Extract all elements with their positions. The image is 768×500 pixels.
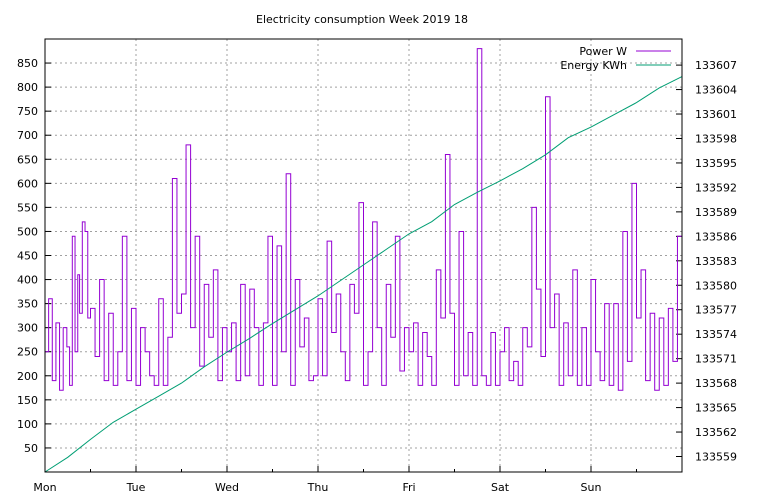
y-tick-label: 350 (17, 298, 38, 311)
y-tick-label: 850 (17, 57, 38, 70)
y-axis-ticks: 50 100 150 200 250 300 350 400 450 500 550 600 650 70… (17, 57, 51, 455)
y-tick-label: 550 (17, 201, 38, 214)
y-tick-label: 250 (17, 346, 38, 359)
series-power-line (45, 48, 683, 391)
y2-tick-label: 133607 (695, 59, 737, 72)
x-tick-label: Sun (581, 481, 602, 494)
x-tick-label: Sat (491, 481, 510, 494)
chart-title: Electricity consumption Week 2019 18 (256, 13, 468, 26)
x-tick-label: Mon (33, 481, 56, 494)
series-energy-line (44, 76, 683, 473)
y2-tick-label: 133589 (695, 206, 737, 219)
y-tick-label: 200 (17, 370, 38, 383)
y-tick-label: 650 (17, 153, 38, 166)
plot-frame (44, 38, 683, 473)
y-tick-label: 700 (17, 129, 38, 142)
y2-tick-label: 133586 (695, 230, 737, 243)
y-tick-label: 100 (17, 418, 38, 431)
legend-label: Energy KWh (560, 59, 627, 72)
y2-tick-label: 133574 (695, 328, 737, 341)
x-axis-ticks: Mon Tue Wed Thu Fri Sat Sun (33, 466, 637, 494)
y-tick-label: 800 (17, 81, 38, 94)
y2-tick-label: 133565 (695, 402, 737, 415)
x-tick-label: Thu (307, 481, 329, 494)
y2-tick-label: 133580 (695, 279, 737, 292)
y2-tick-label: 133592 (695, 181, 737, 194)
y-tick-label: 500 (17, 225, 38, 238)
x-tick-label: Tue (126, 481, 146, 494)
y2-tick-label: 133604 (695, 84, 737, 97)
grid (45, 39, 682, 472)
y2-tick-label: 133598 (695, 132, 737, 145)
y-tick-label: 600 (17, 177, 38, 190)
y2-tick-label: 133559 (695, 451, 737, 464)
legend-label: Power W (579, 45, 627, 58)
x-tick-label: Fri (402, 481, 415, 494)
y2-tick-label: 133571 (695, 353, 737, 366)
y2-axis-ticks: 133559 133562 133565 133568 133571 133574 1335… (676, 59, 737, 464)
y2-tick-label: 133568 (695, 377, 737, 390)
y-tick-label: 750 (17, 105, 38, 118)
y2-tick-label: 133595 (695, 157, 737, 170)
y2-tick-label: 133583 (695, 255, 737, 268)
y2-tick-label: 133601 (695, 108, 737, 121)
y2-tick-label: 133577 (695, 304, 737, 317)
series-layer (44, 48, 683, 473)
y-tick-label: 300 (17, 322, 38, 335)
y-tick-label: 150 (17, 394, 38, 407)
y-tick-label: 50 (24, 442, 38, 455)
x-tick-label: Wed (215, 481, 239, 494)
y-tick-label: 400 (17, 274, 38, 287)
y-tick-label: 450 (17, 250, 38, 263)
y2-tick-label: 133562 (695, 426, 737, 439)
